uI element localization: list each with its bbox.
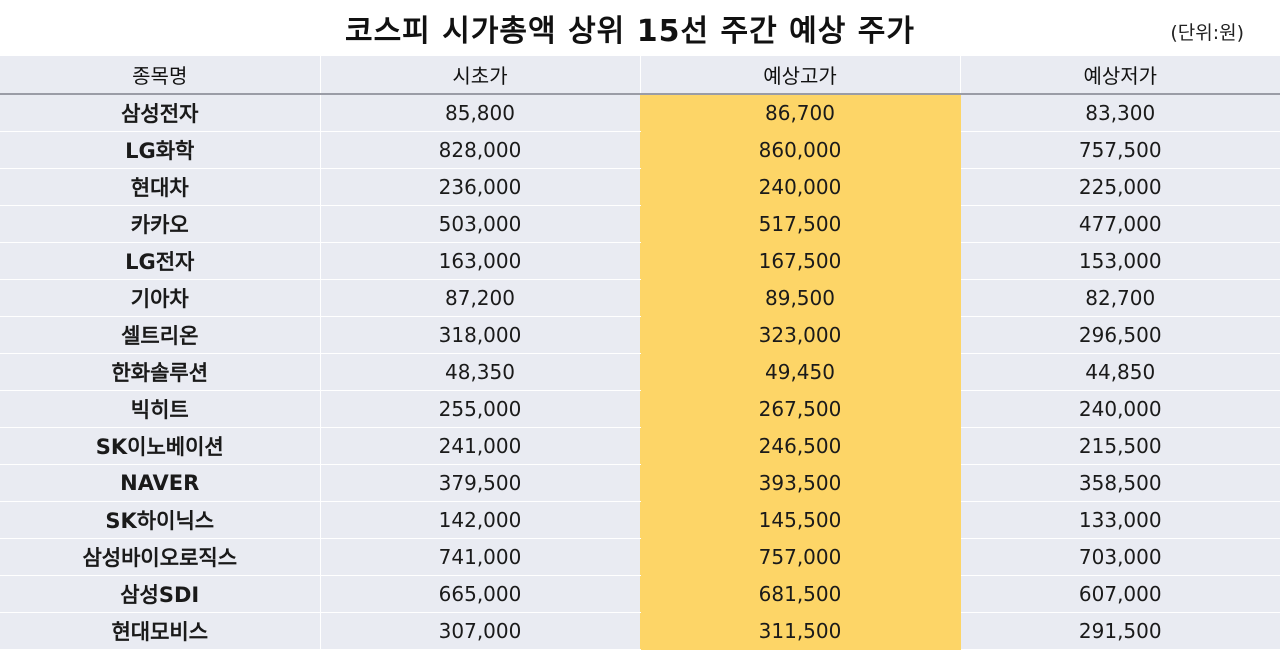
cell-stock-name: 삼성전자 [0, 94, 320, 132]
cell-expected-low: 153,000 [959, 242, 1280, 280]
cell-stock-name: LG전자 [0, 242, 320, 280]
cell-open-price: 142,000 [319, 501, 640, 539]
cell-expected-low: 291,500 [959, 612, 1280, 650]
cell-expected-low: 225,000 [959, 168, 1280, 206]
cell-expected-high: 393,500 [639, 464, 960, 502]
cell-expected-low: 82,700 [959, 279, 1280, 317]
cell-stock-name: 현대모비스 [0, 612, 320, 650]
cell-expected-low: 477,000 [959, 205, 1280, 243]
column-header-high: 예상고가 [639, 56, 960, 95]
cell-open-price: 236,000 [319, 168, 640, 206]
table-row: 현대차 236,000 240,000 225,000 [0, 168, 1280, 206]
cell-open-price: 665,000 [319, 575, 640, 613]
table-row: 삼성바이오로직스 741,000 757,000 703,000 [0, 538, 1280, 576]
cell-open-price: 503,000 [319, 205, 640, 243]
table-row: NAVER 379,500 393,500 358,500 [0, 464, 1280, 502]
cell-expected-high: 757,000 [639, 538, 960, 576]
cell-open-price: 87,200 [319, 279, 640, 317]
cell-expected-low: 358,500 [959, 464, 1280, 502]
table-row: LG화학 828,000 860,000 757,500 [0, 131, 1280, 169]
cell-stock-name: SK이노베이션 [0, 427, 320, 465]
cell-expected-high: 86,700 [639, 94, 960, 132]
cell-stock-name: SK하이닉스 [0, 501, 320, 539]
table-row: 셀트리온 318,000 323,000 296,500 [0, 316, 1280, 354]
cell-expected-low: 757,500 [959, 131, 1280, 169]
cell-stock-name: 현대차 [0, 168, 320, 206]
cell-expected-low: 83,300 [959, 94, 1280, 132]
cell-expected-high: 860,000 [639, 131, 960, 169]
cell-expected-low: 607,000 [959, 575, 1280, 613]
cell-expected-low: 240,000 [959, 390, 1280, 428]
cell-open-price: 48,350 [319, 353, 640, 391]
cell-expected-low: 133,000 [959, 501, 1280, 539]
cell-expected-high: 89,500 [639, 279, 960, 317]
table-row: SK하이닉스 142,000 145,500 133,000 [0, 501, 1280, 539]
cell-expected-high: 145,500 [639, 501, 960, 539]
cell-open-price: 163,000 [319, 242, 640, 280]
table-row: 한화솔루션 48,350 49,450 44,850 [0, 353, 1280, 391]
table-row: 삼성전자 85,800 86,700 83,300 [0, 94, 1280, 132]
cell-expected-high: 267,500 [639, 390, 960, 428]
page-title: 코스피 시가총액 상위 15선 주간 예상 주가 [344, 14, 915, 49]
cell-expected-low: 296,500 [959, 316, 1280, 354]
table-row: SK이노베이션 241,000 246,500 215,500 [0, 427, 1280, 465]
cell-open-price: 379,500 [319, 464, 640, 502]
column-header-open: 시초가 [319, 56, 640, 95]
title-bar: 코스피 시가총액 상위 15선 주간 예상 주가 (단위:원) [0, 0, 1280, 56]
table-row: 삼성SDI 665,000 681,500 607,000 [0, 575, 1280, 613]
cell-stock-name: 삼성바이오로직스 [0, 538, 320, 576]
table-row: 기아차 87,200 89,500 82,700 [0, 279, 1280, 317]
cell-stock-name: NAVER [0, 464, 320, 502]
column-header-low: 예상저가 [959, 56, 1280, 95]
cell-expected-high: 681,500 [639, 575, 960, 613]
cell-expected-high: 246,500 [639, 427, 960, 465]
cell-open-price: 741,000 [319, 538, 640, 576]
cell-open-price: 318,000 [319, 316, 640, 354]
cell-expected-high: 517,500 [639, 205, 960, 243]
cell-stock-name: 빅히트 [0, 390, 320, 428]
cell-stock-name: LG화학 [0, 131, 320, 169]
column-header-name: 종목명 [0, 56, 320, 95]
table-row: 현대모비스 307,000 311,500 291,500 [0, 612, 1280, 650]
table-body: 삼성전자 85,800 86,700 83,300 LG화학 828,000 860,000… [0, 94, 1280, 650]
unit-label: (단위:원) [1170, 22, 1244, 44]
table-row: 빅히트 255,000 267,500 240,000 [0, 390, 1280, 428]
cell-expected-low: 215,500 [959, 427, 1280, 465]
cell-expected-high: 167,500 [639, 242, 960, 280]
cell-expected-high: 240,000 [639, 168, 960, 206]
cell-open-price: 255,000 [319, 390, 640, 428]
cell-expected-low: 44,850 [959, 353, 1280, 391]
cell-expected-high: 49,450 [639, 353, 960, 391]
price-table: 종목명 시초가 예상고가 예상저가 삼성전자 85,800 86,700 83,300… [0, 56, 1280, 650]
cell-open-price: 307,000 [319, 612, 640, 650]
cell-stock-name: 기아차 [0, 279, 320, 317]
cell-expected-high: 311,500 [639, 612, 960, 650]
cell-stock-name: 삼성SDI [0, 575, 320, 613]
cell-open-price: 85,800 [319, 94, 640, 132]
table-header: 종목명 시초가 예상고가 예상저가 [0, 56, 1280, 95]
cell-open-price: 828,000 [319, 131, 640, 169]
table-row: LG전자 163,000 167,500 153,000 [0, 242, 1280, 280]
cell-expected-high: 323,000 [639, 316, 960, 354]
cell-stock-name: 한화솔루션 [0, 353, 320, 391]
header-row: 종목명 시초가 예상고가 예상저가 [0, 56, 1280, 95]
cell-stock-name: 셀트리온 [0, 316, 320, 354]
cell-stock-name: 카카오 [0, 205, 320, 243]
table-row: 카카오 503,000 517,500 477,000 [0, 205, 1280, 243]
cell-expected-low: 703,000 [959, 538, 1280, 576]
cell-open-price: 241,000 [319, 427, 640, 465]
